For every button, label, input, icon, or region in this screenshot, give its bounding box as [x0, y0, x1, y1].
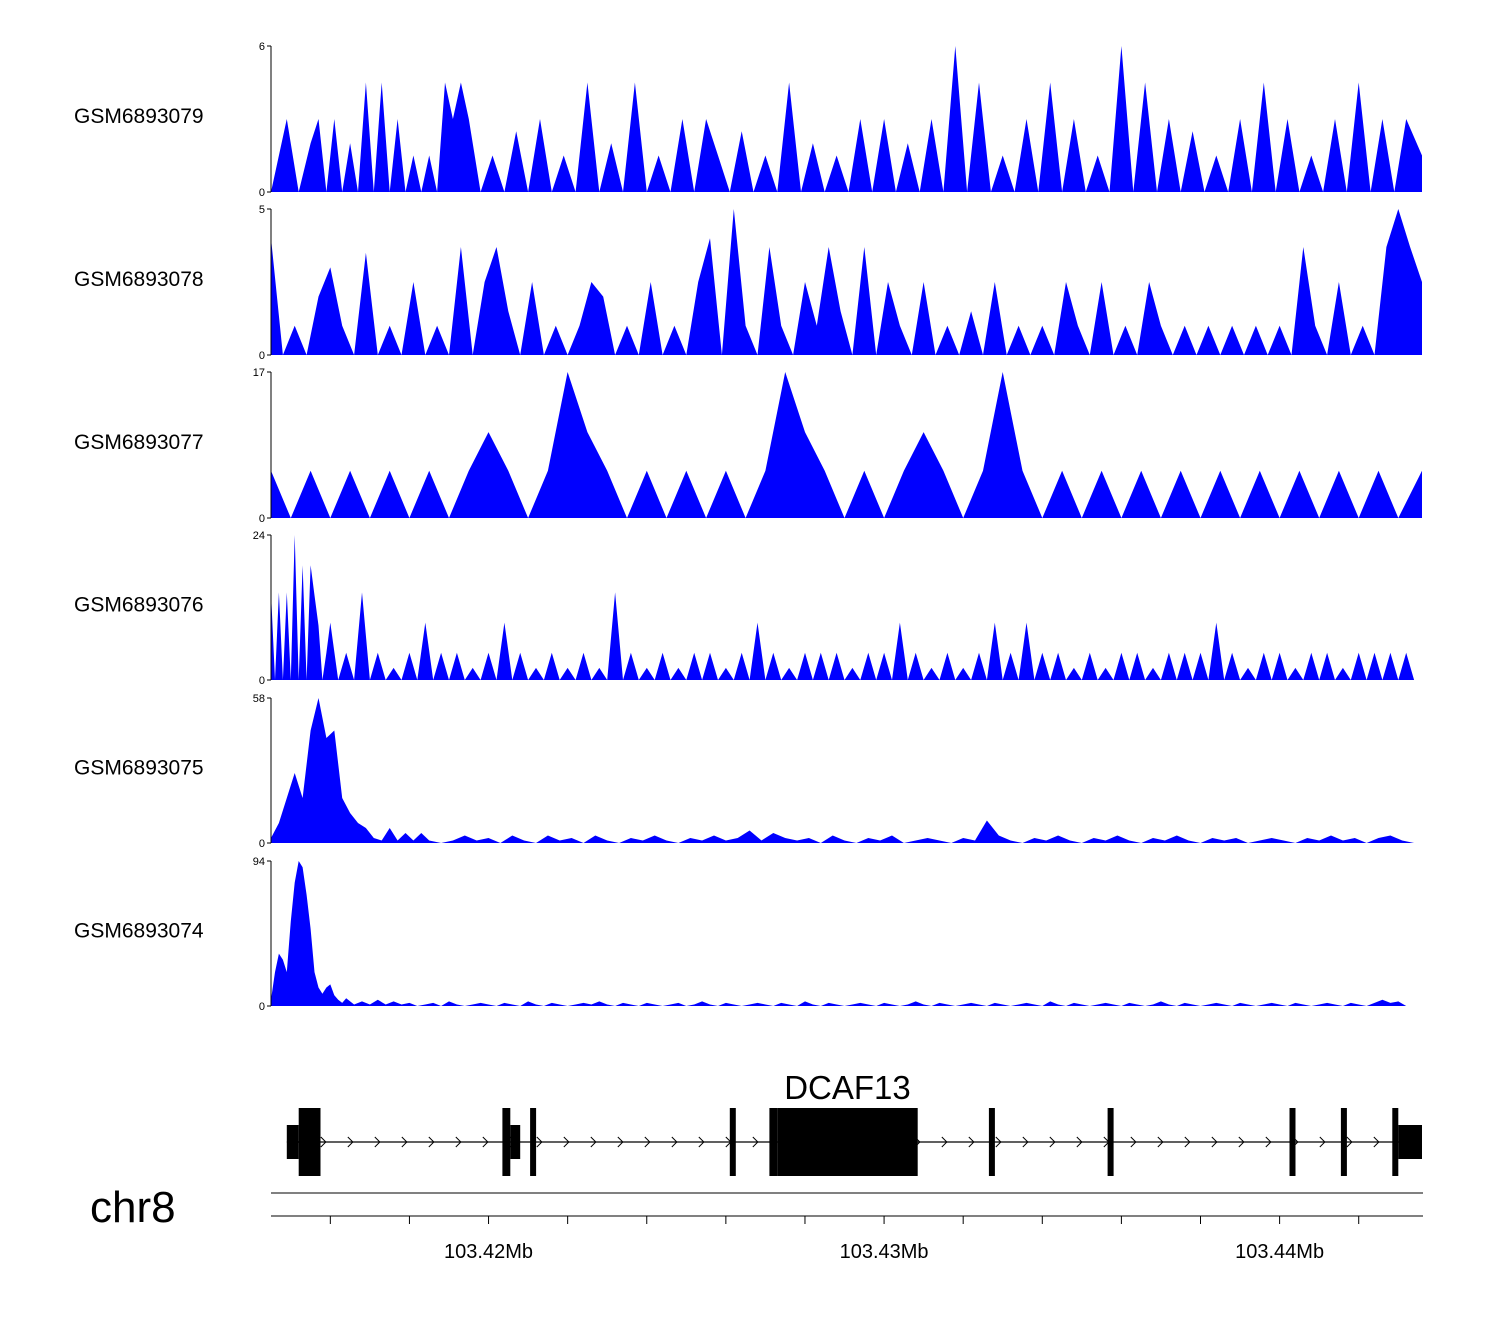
- y-max-label: 6: [259, 41, 265, 53]
- exon-utr: [1398, 1125, 1422, 1159]
- exon-cds: [988, 1108, 995, 1176]
- strand-arrow: [698, 1136, 705, 1148]
- axis-tick-label: 103.44Mb: [1235, 1241, 1324, 1263]
- y-max-label: 58: [253, 693, 265, 705]
- coverage-area: [271, 46, 1422, 192]
- exon-utr: [510, 1125, 521, 1159]
- strand-arrow: [590, 1136, 597, 1148]
- track-GSM6893074: 94 0 GSM6893074: [74, 856, 1407, 1013]
- strand-arrow: [482, 1136, 489, 1148]
- strand-arrow: [1373, 1136, 1380, 1148]
- chromosome-label: chr8: [90, 1183, 176, 1232]
- strand-arrow: [1211, 1136, 1218, 1148]
- exon-utr: [286, 1125, 299, 1159]
- strand-arrow: [1157, 1136, 1164, 1148]
- exon-cds: [1340, 1108, 1347, 1176]
- strand-arrow: [671, 1136, 678, 1148]
- strand-arrow: [1049, 1136, 1056, 1148]
- strand-arrow: [374, 1136, 381, 1148]
- axis-tick-label: 103.42Mb: [444, 1241, 533, 1263]
- exon-cds: [502, 1108, 511, 1176]
- y-max-label: 5: [259, 204, 265, 216]
- y-max-label: 24: [253, 530, 265, 542]
- strand-arrow: [995, 1136, 1002, 1148]
- y-max-label: 17: [253, 367, 265, 379]
- strand-arrow: [347, 1136, 354, 1148]
- exon-cds: [769, 1108, 778, 1176]
- strand-arrow: [1184, 1136, 1191, 1148]
- gene-exons: [286, 1108, 1422, 1176]
- y-min-label: 0: [259, 350, 265, 362]
- strand-arrow: [536, 1136, 543, 1148]
- coverage-area: [271, 698, 1415, 843]
- y-min-label: 0: [259, 187, 265, 199]
- strand-arrow: [1346, 1136, 1353, 1148]
- axis-ticks: 103.42Mb 103.43Mb 103.44Mb: [329, 1216, 1360, 1263]
- coverage-area: [271, 535, 1415, 680]
- exon-cds: [530, 1108, 537, 1176]
- coverage-area: [271, 209, 1422, 355]
- strand-arrow: [1265, 1136, 1272, 1148]
- coverage-tracks: 6 0 GSM6893079 5 0 GSM6893078 17 0 GSM6893077 24 0…: [74, 41, 1422, 1013]
- strand-arrow: [941, 1136, 948, 1148]
- gene-name-label: DCAF13: [784, 1069, 911, 1106]
- track-name-label: GSM6893078: [74, 268, 204, 291]
- exon-cds: [1289, 1108, 1296, 1176]
- strand-arrow: [1238, 1136, 1245, 1148]
- strand-arrow: [752, 1136, 759, 1148]
- y-max-label: 94: [253, 856, 265, 868]
- track-name-label: GSM6893079: [74, 105, 204, 128]
- axis-tick-label: 103.43Mb: [840, 1241, 929, 1263]
- strand-arrow: [968, 1136, 975, 1148]
- coverage-area: [271, 861, 1407, 1006]
- strand-arrow: [401, 1136, 408, 1148]
- strand-arrow: [644, 1136, 651, 1148]
- track-GSM6893078: 5 0 GSM6893078: [74, 204, 1422, 362]
- exon-cds: [729, 1108, 736, 1176]
- y-min-label: 0: [259, 675, 265, 687]
- track-name-label: GSM6893076: [74, 594, 204, 617]
- strand-arrow: [1076, 1136, 1083, 1148]
- strand-arrow: [617, 1136, 624, 1148]
- strand-arrow: [455, 1136, 462, 1148]
- strand-arrow: [1319, 1136, 1326, 1148]
- gene-model: DCAF13: [286, 1069, 1422, 1176]
- track-GSM6893076: 24 0 GSM6893076: [74, 530, 1415, 687]
- y-min-label: 0: [259, 1001, 265, 1013]
- track-name-label: GSM6893077: [74, 431, 204, 454]
- strand-arrow: [428, 1136, 435, 1148]
- track-GSM6893079: 6 0 GSM6893079: [74, 41, 1422, 199]
- y-min-label: 0: [259, 838, 265, 850]
- exon-cds: [298, 1108, 321, 1176]
- exon-cds: [1107, 1108, 1114, 1176]
- strand-arrow: [320, 1136, 327, 1148]
- exon-cds: [777, 1108, 918, 1176]
- strand-arrow: [1022, 1136, 1029, 1148]
- exon-cds: [1392, 1108, 1399, 1176]
- track-GSM6893077: 17 0 GSM6893077: [74, 367, 1422, 525]
- track-GSM6893075: 58 0 GSM6893075: [74, 693, 1415, 850]
- coverage-area: [271, 372, 1422, 518]
- track-name-label: GSM6893074: [74, 920, 204, 943]
- track-name-label: GSM6893075: [74, 757, 204, 780]
- y-min-label: 0: [259, 513, 265, 525]
- genome-axis: chr8 103.42Mb 103.43Mb 103.44Mb: [90, 1183, 1423, 1263]
- strand-arrow: [563, 1136, 570, 1148]
- strand-arrow: [1130, 1136, 1137, 1148]
